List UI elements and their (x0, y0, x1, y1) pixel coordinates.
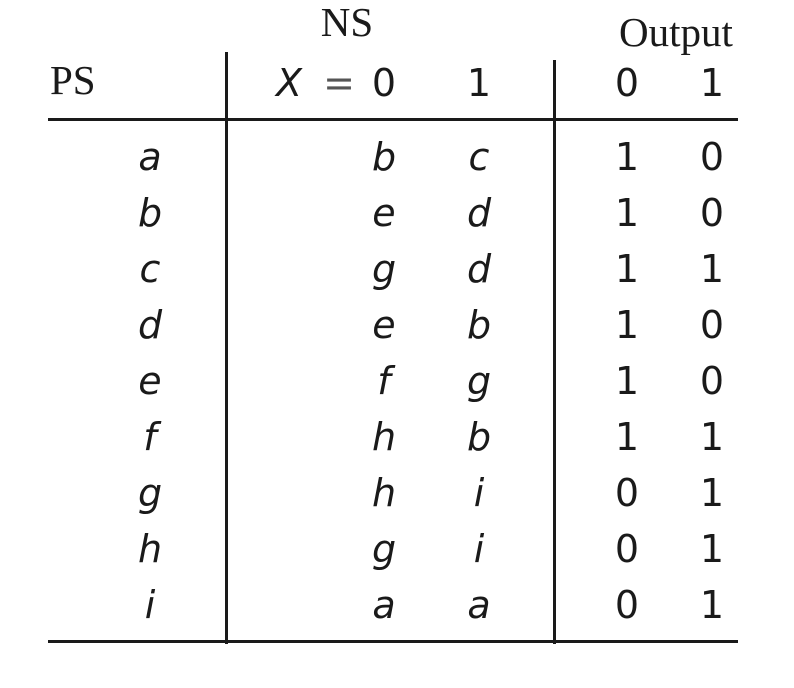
ns-col-1: 1 (466, 61, 492, 105)
x-equals: = (323, 61, 355, 105)
ns-col-0: 0 (371, 61, 397, 105)
output-header: Output (619, 9, 733, 55)
ps-header: PS (50, 57, 96, 103)
ns1-cell: i (473, 527, 485, 571)
table-row: a b c 1 0 (0, 130, 794, 186)
x-variable: X (276, 61, 303, 105)
z0-cell: 1 (614, 415, 640, 459)
ps-divider (225, 52, 228, 644)
z1-cell: 1 (699, 527, 725, 571)
table-row: f h b 1 1 (0, 410, 794, 466)
ns1-cell: c (468, 135, 490, 179)
ps-cell: i (144, 583, 156, 627)
ns0-cell: h (371, 415, 397, 459)
ns0-cell: f (377, 359, 391, 403)
z0-cell: 1 (614, 135, 640, 179)
ns0-cell: a (372, 583, 396, 627)
z1-cell: 0 (699, 359, 725, 403)
ns1-cell: d (466, 247, 492, 291)
z0-cell: 1 (614, 247, 640, 291)
z1-cell: 1 (699, 415, 725, 459)
ns0-cell: e (372, 191, 396, 235)
ps-cell: f (143, 415, 157, 459)
z0-cell: 1 (614, 359, 640, 403)
table-row: g h i 0 1 (0, 466, 794, 522)
ns-header: NS (320, 0, 374, 45)
table-row: b e d 1 0 (0, 186, 794, 242)
ns0-cell: h (371, 471, 397, 515)
z0-cell: 0 (614, 471, 640, 515)
z1-cell: 1 (699, 583, 725, 627)
z0-cell: 0 (614, 527, 640, 571)
z0-cell: 0 (614, 583, 640, 627)
ns1-cell: i (473, 471, 485, 515)
ns1-cell: b (466, 415, 492, 459)
header-rule (48, 118, 738, 121)
ps-cell: h (137, 527, 163, 571)
ps-cell: d (137, 303, 163, 347)
output-col-1: 1 (699, 61, 725, 105)
ns1-cell: g (466, 359, 492, 403)
ns0-cell: b (371, 135, 397, 179)
table-row: h g i 0 1 (0, 522, 794, 578)
ns1-cell: b (466, 303, 492, 347)
z1-cell: 1 (699, 471, 725, 515)
z1-cell: 0 (699, 303, 725, 347)
ps-cell: b (137, 191, 163, 235)
table-row: i a a 0 1 (0, 578, 794, 634)
z1-cell: 0 (699, 191, 725, 235)
output-col-0: 0 (614, 61, 640, 105)
z1-cell: 0 (699, 135, 725, 179)
ns1-cell: d (466, 191, 492, 235)
table-row: d e b 1 0 (0, 298, 794, 354)
ps-cell: c (139, 247, 161, 291)
output-divider (553, 60, 556, 644)
z0-cell: 1 (614, 191, 640, 235)
ps-cell: e (138, 359, 162, 403)
table-row: e f g 1 0 (0, 354, 794, 410)
ns1-cell: a (467, 583, 491, 627)
ns0-cell: g (371, 247, 397, 291)
table-row: c g d 1 1 (0, 242, 794, 298)
ps-cell: g (137, 471, 163, 515)
z1-cell: 1 (699, 247, 725, 291)
ps-cell: a (138, 135, 162, 179)
z0-cell: 1 (614, 303, 640, 347)
ns0-cell: g (371, 527, 397, 571)
bottom-rule (48, 640, 738, 643)
ns0-cell: e (372, 303, 396, 347)
